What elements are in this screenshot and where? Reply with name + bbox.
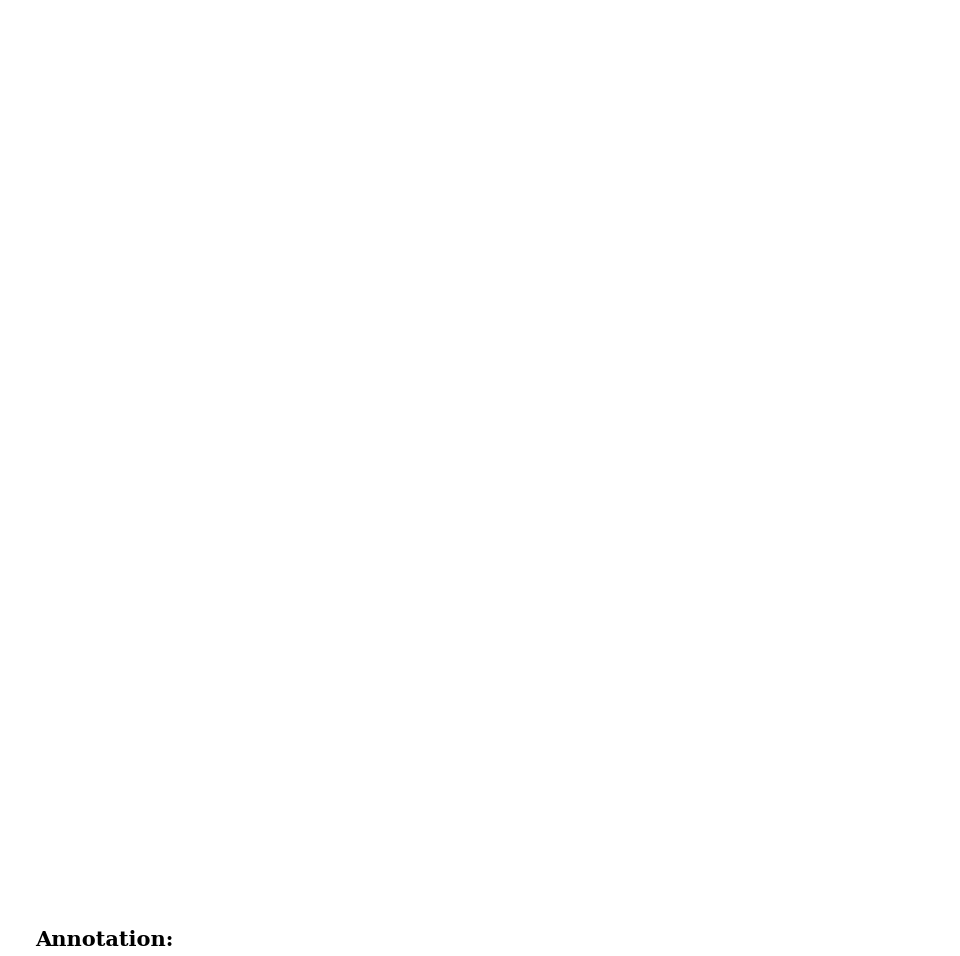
Text: Annotation:: Annotation:: [35, 930, 174, 950]
